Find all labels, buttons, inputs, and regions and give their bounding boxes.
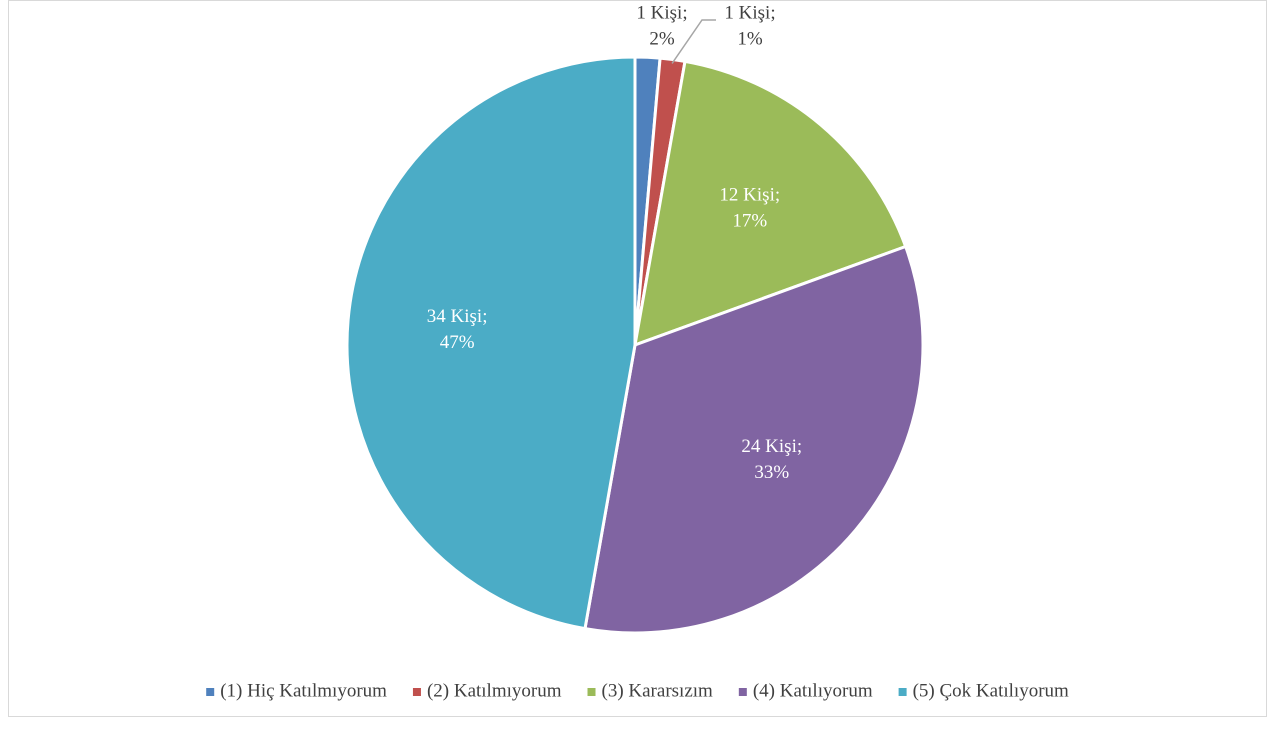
pie-slice (345, 55, 637, 631)
data-label-percent: 33% (754, 462, 789, 483)
pie-slice (583, 244, 925, 635)
pie-slice (633, 59, 908, 348)
data-label: 12 Kişi; (719, 185, 780, 206)
legend-marker (738, 688, 747, 696)
legend-marker (587, 688, 596, 696)
legend-label: (4) Katılıyorum (753, 680, 873, 701)
data-label-percent: 1% (737, 28, 763, 49)
data-label-percent: 2% (649, 28, 675, 49)
legend-label: (1) Hiç Katılmıyorum (220, 680, 387, 701)
legend-label: (2) Katılmıyorum (427, 680, 562, 701)
legend-marker (898, 688, 907, 696)
data-label-percent: 17% (732, 211, 767, 232)
data-label: 1 Kişi; (636, 2, 687, 23)
legend-marker (412, 688, 421, 696)
data-label-percent: 47% (440, 332, 475, 353)
data-label: 24 Kişi; (741, 436, 802, 457)
legend-label: (5) Çok Katılıyorum (913, 680, 1069, 701)
data-label: 1 Kişi; (724, 2, 775, 23)
legend-marker (206, 688, 215, 696)
leader-line (671, 19, 716, 64)
data-label: 34 Kişi; (427, 306, 488, 327)
legend-label: (3) Kararsızım (602, 680, 714, 701)
